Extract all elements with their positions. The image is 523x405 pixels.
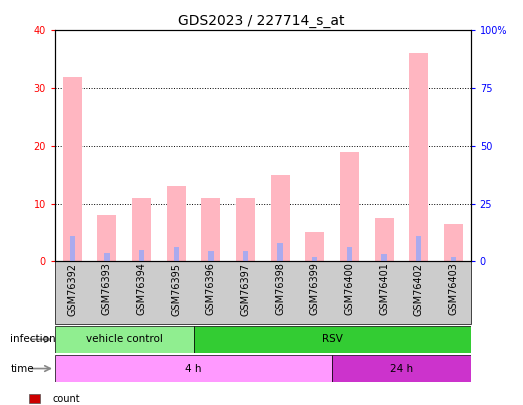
Bar — [70, 236, 75, 261]
Text: vehicle control: vehicle control — [86, 335, 163, 344]
Bar — [381, 254, 386, 261]
Bar — [243, 251, 248, 261]
Bar — [201, 198, 220, 261]
Bar — [63, 77, 82, 261]
Text: time: time — [10, 364, 34, 373]
Bar — [194, 326, 471, 353]
Text: count: count — [52, 394, 80, 403]
Bar — [208, 251, 213, 261]
Bar — [374, 218, 394, 261]
Bar — [55, 355, 332, 382]
Bar — [305, 232, 324, 261]
Bar — [236, 198, 255, 261]
Text: GDS2023 / 227714_s_at: GDS2023 / 227714_s_at — [178, 14, 345, 28]
Bar — [104, 253, 109, 261]
Bar — [167, 186, 186, 261]
Bar — [416, 236, 422, 261]
Text: 4 h: 4 h — [185, 364, 202, 373]
Text: 24 h: 24 h — [390, 364, 413, 373]
Bar — [139, 249, 144, 261]
Bar — [409, 53, 428, 261]
Bar — [340, 151, 359, 261]
Bar — [451, 257, 456, 261]
Bar — [312, 257, 317, 261]
Bar — [174, 247, 179, 261]
Bar — [347, 247, 352, 261]
Text: RSV: RSV — [322, 335, 343, 344]
Bar — [270, 175, 290, 261]
Bar — [278, 243, 283, 261]
Bar — [332, 355, 471, 382]
Text: infection: infection — [10, 335, 56, 344]
Bar — [444, 224, 463, 261]
Bar — [97, 215, 117, 261]
Bar — [132, 198, 151, 261]
Bar — [55, 326, 194, 353]
